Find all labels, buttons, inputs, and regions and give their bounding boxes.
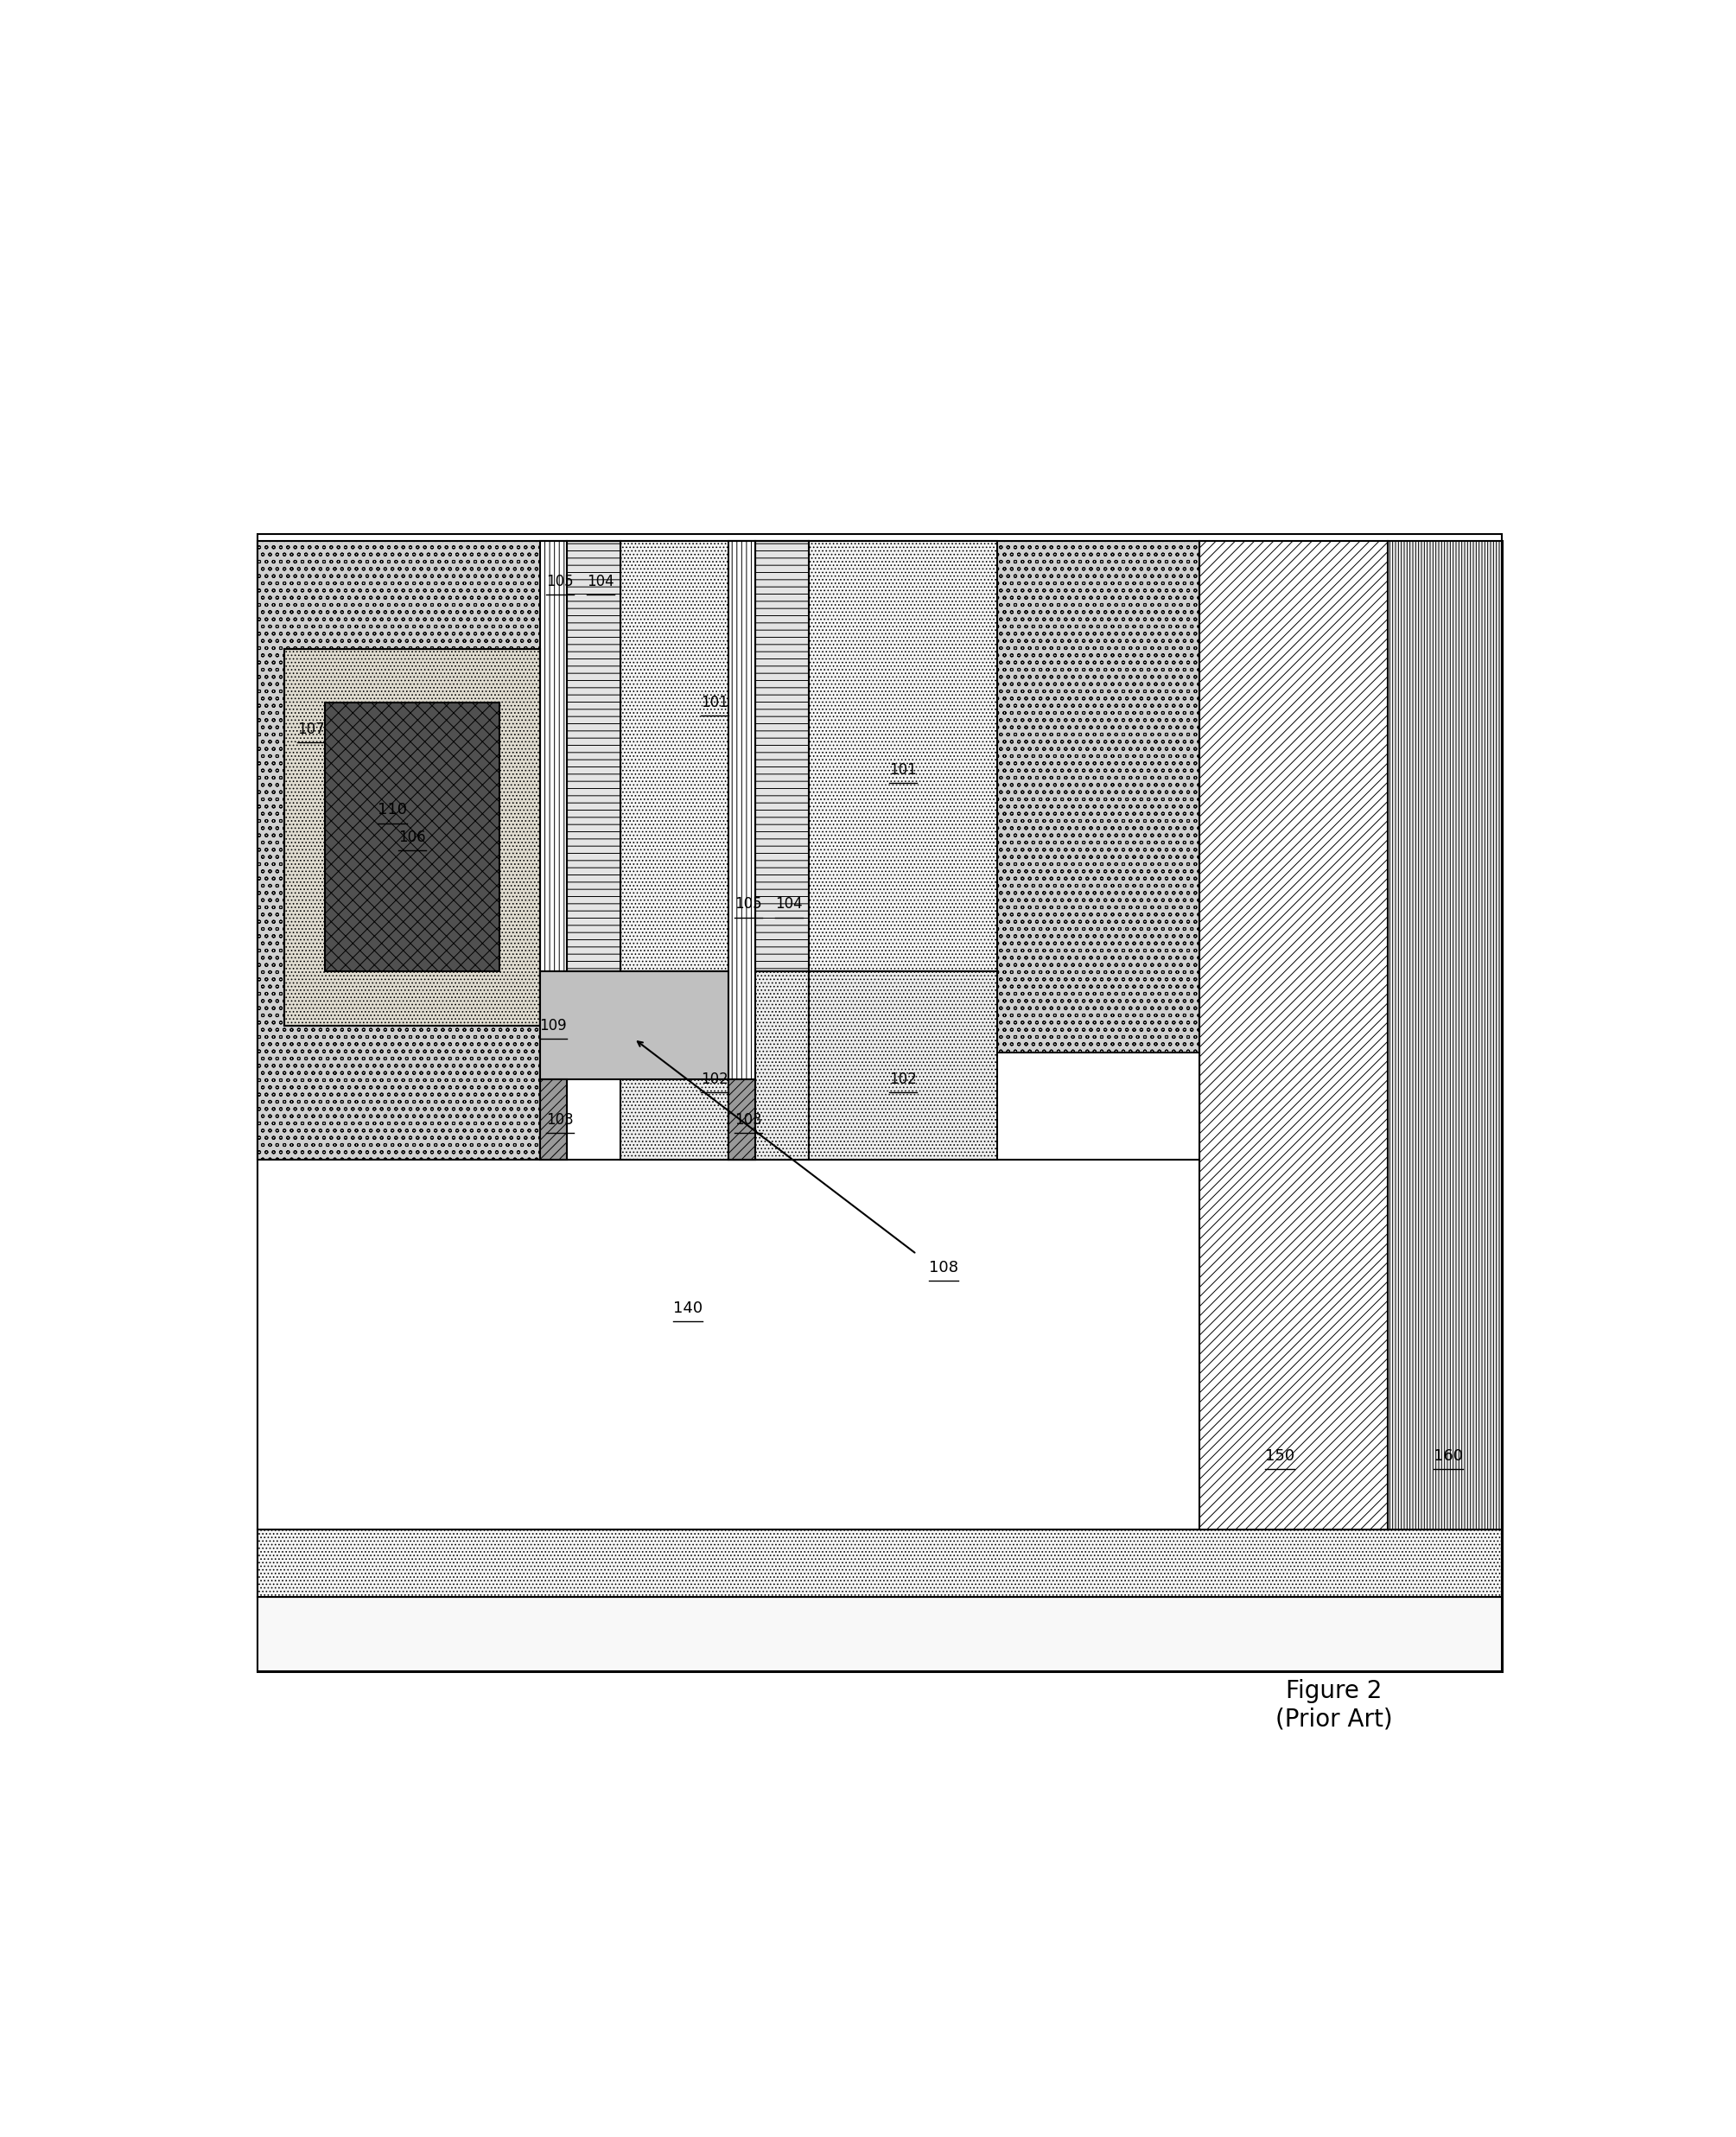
Bar (257, 541, 1502, 1671)
Text: 101: 101 (889, 763, 917, 778)
Text: 110: 110 (377, 801, 406, 818)
Bar (325, 703, 500, 972)
Bar (540, 972, 729, 1079)
Text: 108: 108 (929, 1261, 958, 1276)
Text: 103: 103 (547, 1111, 575, 1128)
Bar (1387, 541, 1502, 1530)
Bar (809, 972, 998, 1160)
Bar (257, 1530, 1502, 1596)
Bar (755, 541, 809, 972)
Text: 105: 105 (547, 573, 573, 590)
Text: 104: 104 (587, 573, 615, 590)
Bar (729, 1079, 755, 1160)
Bar (257, 541, 1200, 1160)
Bar (540, 1051, 1200, 1160)
Bar (809, 541, 998, 972)
Bar (729, 541, 755, 1160)
Text: 106: 106 (399, 829, 425, 844)
Text: 107: 107 (297, 722, 325, 737)
Bar (621, 541, 809, 972)
Bar (540, 972, 566, 1160)
Bar (566, 541, 621, 972)
Text: 160: 160 (1434, 1449, 1463, 1464)
Text: 102: 102 (889, 1071, 917, 1088)
Text: 140: 140 (674, 1299, 703, 1316)
Bar (621, 972, 809, 1160)
Text: 102: 102 (701, 1071, 729, 1088)
Text: 101: 101 (701, 695, 729, 709)
Text: 109: 109 (540, 1017, 568, 1032)
Bar (1200, 541, 1387, 1530)
Bar (540, 1079, 566, 1160)
Text: 150: 150 (1266, 1449, 1295, 1464)
Bar (257, 1596, 1502, 1671)
Bar (540, 541, 566, 1051)
Text: 103: 103 (734, 1111, 762, 1128)
Bar (257, 534, 1502, 1530)
Text: 104: 104 (776, 898, 802, 912)
Text: Figure 2
(Prior Art): Figure 2 (Prior Art) (1274, 1680, 1392, 1731)
Bar (285, 650, 540, 1026)
Bar (285, 650, 540, 1026)
Text: 105: 105 (734, 898, 762, 912)
